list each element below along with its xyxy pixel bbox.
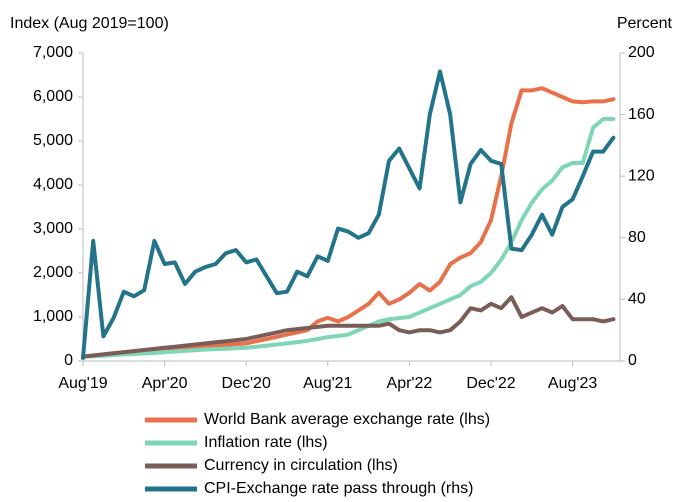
series-line (81, 69, 616, 360)
series-line (81, 295, 616, 359)
y-axis-label: Index (Aug 2019=100) (10, 15, 169, 32)
y2-tick-label: 200 (628, 44, 655, 61)
x-tick-label: Aug'19 (58, 375, 107, 392)
legend-label: Currency in circulation (lhs) (204, 457, 398, 474)
x-tick-label: Apr'20 (142, 375, 188, 392)
x-tick-label: Dec'20 (222, 375, 271, 392)
y-tick-label: 0 (64, 352, 73, 369)
legend-label: CPI-Exchange rate pass through (rhs) (204, 480, 473, 497)
series-line (81, 86, 616, 359)
y-tick-label: 6,000 (33, 88, 73, 105)
y2-tick-label: 160 (628, 106, 655, 123)
y-tick-label: 4,000 (33, 176, 73, 193)
y2-tick-label: 80 (628, 229, 646, 246)
y2-tick-label: 120 (628, 167, 655, 184)
y2-axis-label: Percent (617, 15, 673, 32)
x-tick-label: Aug'23 (548, 375, 597, 392)
y-tick-label: 2,000 (33, 264, 73, 281)
x-tick-label: Apr'22 (387, 375, 433, 392)
y-tick-label: 5,000 (33, 132, 73, 149)
y-tick-label: 1,000 (33, 308, 73, 325)
y2-tick-label: 40 (628, 291, 646, 308)
legend-label: Inflation rate (lhs) (204, 434, 328, 451)
y2-tick-label: 0 (628, 352, 637, 369)
x-tick-label: Aug'21 (303, 375, 352, 392)
y-tick-label: 3,000 (33, 220, 73, 237)
legend-label: World Bank average exchange rate (lhs) (204, 411, 490, 428)
y-tick-label: 7,000 (33, 44, 73, 61)
x-tick-label: Dec'22 (466, 375, 515, 392)
series-line (81, 117, 616, 359)
